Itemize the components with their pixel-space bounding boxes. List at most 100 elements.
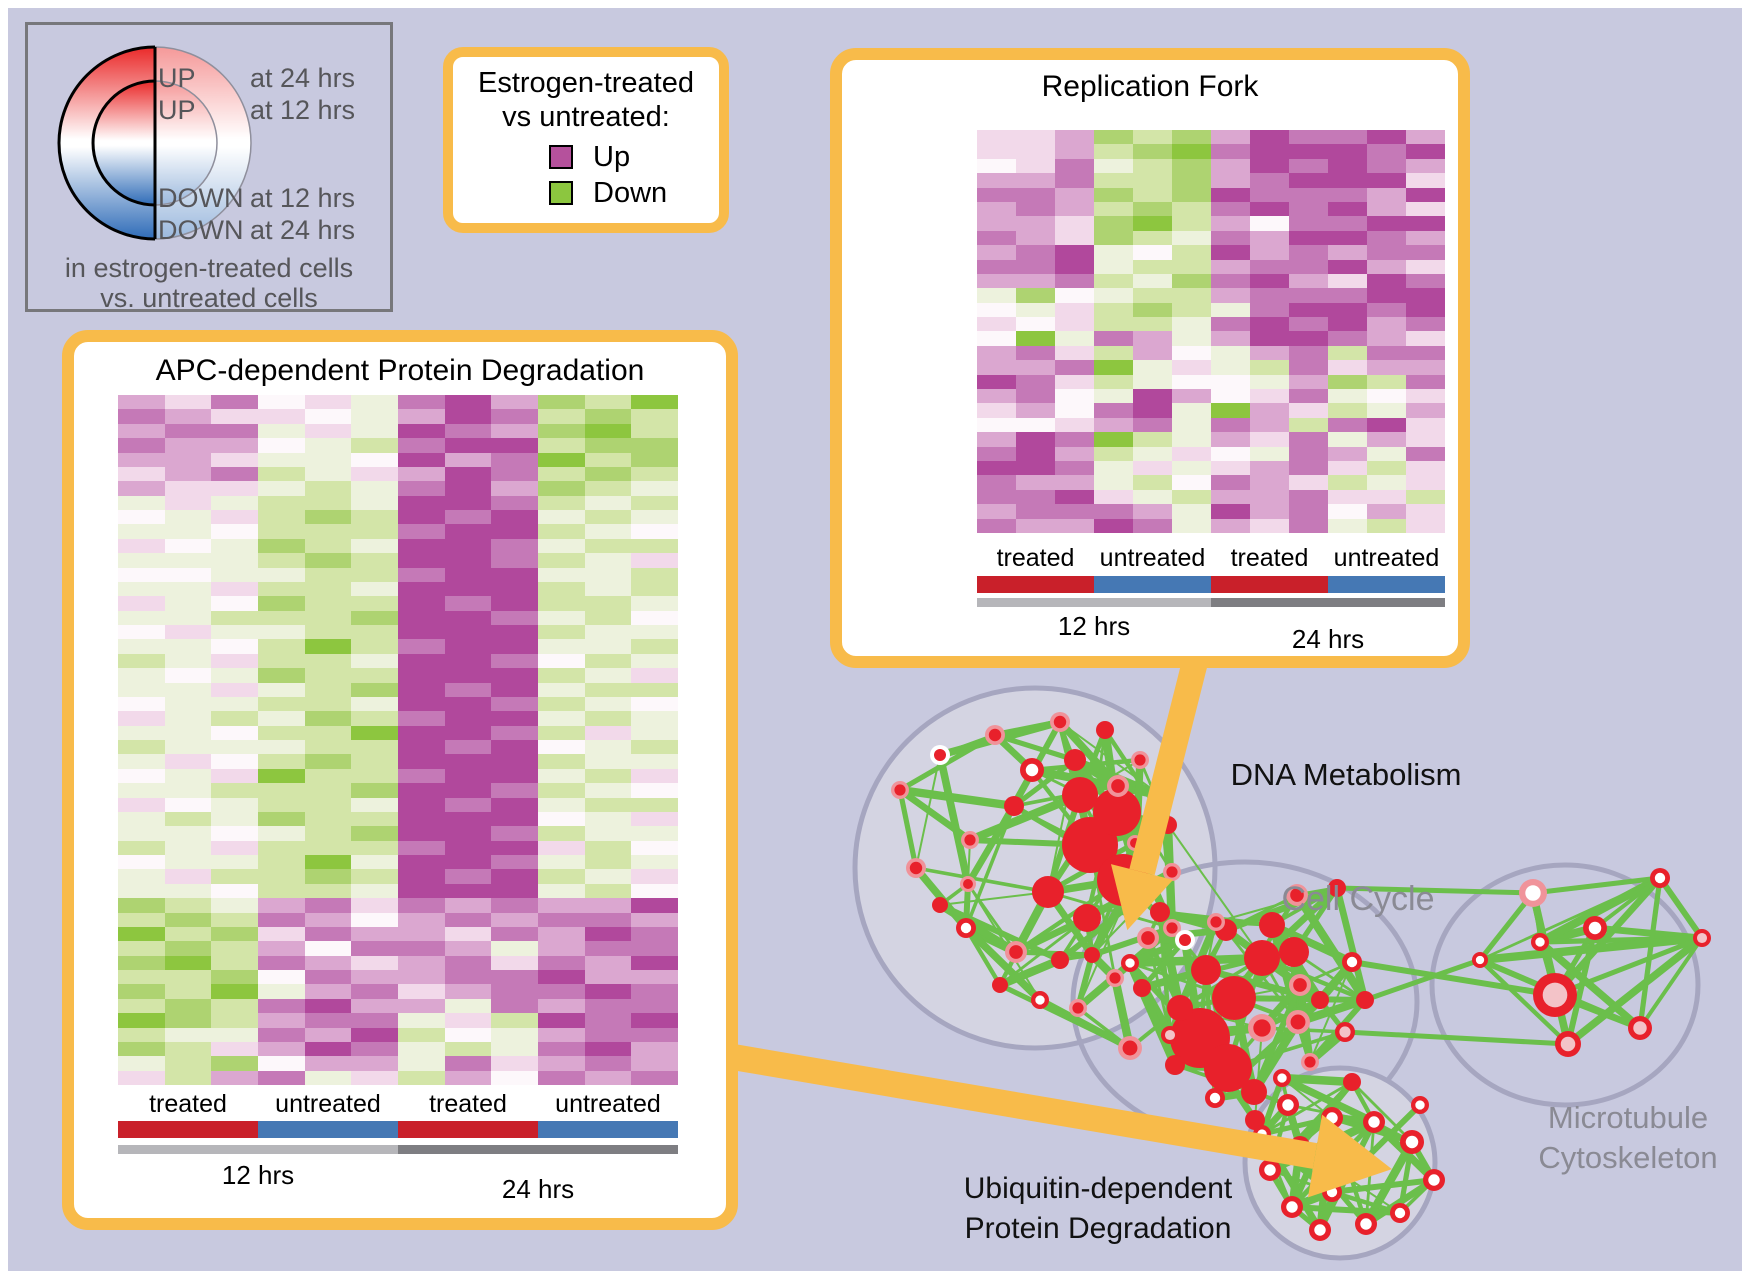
heatmap-cell bbox=[444, 423, 492, 439]
heatmap-cell bbox=[1289, 331, 1328, 346]
heatmap-cell bbox=[1172, 216, 1211, 231]
gene-node-core bbox=[1025, 763, 1039, 777]
heatmap-cell bbox=[1133, 489, 1172, 505]
group-label: untreated bbox=[1099, 544, 1206, 572]
heatmap-cell bbox=[304, 1013, 352, 1028]
heatmap-cell bbox=[491, 409, 539, 424]
heatmap-cell bbox=[444, 1070, 492, 1085]
heatmap-cell bbox=[1328, 504, 1367, 519]
heatmap-row bbox=[118, 754, 679, 769]
heatmap-row bbox=[118, 668, 679, 683]
gene-node bbox=[1259, 912, 1285, 938]
heatmap-cell bbox=[584, 970, 632, 985]
heatmap-cell bbox=[118, 826, 165, 841]
heatmap-cell bbox=[491, 553, 539, 568]
heatmap-cell bbox=[631, 840, 679, 855]
heatmap-cell bbox=[258, 395, 305, 410]
heatmap-cell bbox=[1172, 245, 1211, 260]
heatmap-cell bbox=[584, 466, 632, 482]
heatmap-cell bbox=[1406, 417, 1445, 433]
heatmap-cell bbox=[304, 926, 352, 942]
heatmap-cell bbox=[258, 668, 305, 683]
heatmap-cell bbox=[1133, 432, 1172, 447]
heatmap-cell bbox=[444, 754, 492, 769]
heatmap-cell bbox=[1250, 489, 1289, 505]
gene-node-core bbox=[1072, 1002, 1084, 1014]
heatmap-cell bbox=[631, 883, 679, 899]
heatmap-cell bbox=[398, 740, 445, 755]
heatmap-cell bbox=[398, 984, 445, 999]
heatmap-cell bbox=[1172, 144, 1211, 159]
heatmap-cell bbox=[118, 797, 165, 812]
heatmap-cell bbox=[631, 955, 679, 970]
heatmap-row bbox=[977, 288, 1445, 303]
heatmap-cell bbox=[491, 1041, 539, 1057]
heatmap-cell bbox=[444, 1013, 492, 1028]
heatmap-cell bbox=[1211, 518, 1250, 533]
heatmap-cell bbox=[1094, 331, 1133, 346]
heatmap-row bbox=[118, 438, 679, 453]
heatmap-cell bbox=[351, 395, 399, 410]
heatmap-cell bbox=[538, 423, 585, 439]
heatmap-cell bbox=[444, 811, 492, 827]
heatmap-cell bbox=[444, 452, 492, 467]
heatmap-cell bbox=[1094, 432, 1133, 447]
heatmap-cell bbox=[211, 711, 259, 726]
heatmap-cell bbox=[258, 1056, 305, 1071]
heatmap-cell bbox=[164, 682, 212, 697]
heatmap-cell bbox=[491, 696, 539, 712]
gene-node-core bbox=[1535, 937, 1545, 947]
heatmap-cell bbox=[491, 898, 539, 913]
heatmap-cell bbox=[538, 510, 585, 525]
heatmap-cell bbox=[584, 883, 632, 899]
heatmap-cell bbox=[351, 1056, 399, 1071]
heatmap-cell bbox=[538, 1027, 585, 1042]
heatmap-cell bbox=[631, 926, 679, 942]
heatmap-cell bbox=[444, 653, 492, 669]
heatmap-cell bbox=[351, 481, 399, 496]
heatmap-cell bbox=[211, 826, 259, 841]
heatmap-cell bbox=[164, 668, 212, 683]
heatmap-cell bbox=[1406, 460, 1445, 476]
heatmap-cell bbox=[211, 926, 259, 942]
heatmap-cell bbox=[444, 984, 492, 999]
heatmap-cell bbox=[584, 941, 632, 956]
heatmap-cell bbox=[1016, 158, 1055, 174]
network-link bbox=[1554, 935, 1703, 998]
heatmap-cell bbox=[351, 567, 399, 582]
heatmap-cell bbox=[304, 668, 352, 683]
heatmap-cell bbox=[304, 783, 352, 798]
heatmap-cell bbox=[398, 754, 445, 769]
heatmap-row bbox=[118, 855, 679, 870]
heatmap-cell bbox=[1367, 302, 1406, 318]
gene-node-core bbox=[1696, 932, 1708, 944]
untreated-bar bbox=[1094, 576, 1211, 593]
heatmap-row bbox=[977, 317, 1445, 332]
heatmap-cell bbox=[351, 711, 399, 726]
heatmap-cell bbox=[351, 1070, 399, 1085]
gene-node-core bbox=[909, 861, 923, 875]
heatmap-row bbox=[977, 417, 1445, 433]
gene-node-core bbox=[1253, 1019, 1271, 1037]
heatmap-cell bbox=[164, 1056, 212, 1071]
heatmap-cell bbox=[631, 438, 679, 453]
heatmap-cell bbox=[1055, 288, 1094, 303]
heatmap-cell bbox=[1055, 230, 1094, 246]
heatmap-cell bbox=[118, 912, 165, 927]
heatmap-cell bbox=[211, 783, 259, 798]
heatmap-cell bbox=[1406, 173, 1445, 188]
network-edge bbox=[1215, 887, 1338, 923]
heatmap-row bbox=[118, 510, 679, 525]
heatmap-cell bbox=[1406, 245, 1445, 260]
heatmap-cell bbox=[491, 395, 539, 410]
heatmap-cell bbox=[1289, 201, 1328, 217]
heatmap-cell bbox=[1172, 273, 1211, 289]
heatmap-cell bbox=[164, 438, 212, 453]
heatmap-cell bbox=[1055, 130, 1094, 145]
network-link bbox=[1364, 957, 1481, 1003]
heatmap-cell bbox=[398, 438, 445, 453]
heatmap-row bbox=[977, 158, 1445, 174]
heatmap-cell bbox=[1055, 273, 1094, 289]
heatmap-cell bbox=[491, 653, 539, 669]
heatmap-cell bbox=[1094, 144, 1133, 159]
